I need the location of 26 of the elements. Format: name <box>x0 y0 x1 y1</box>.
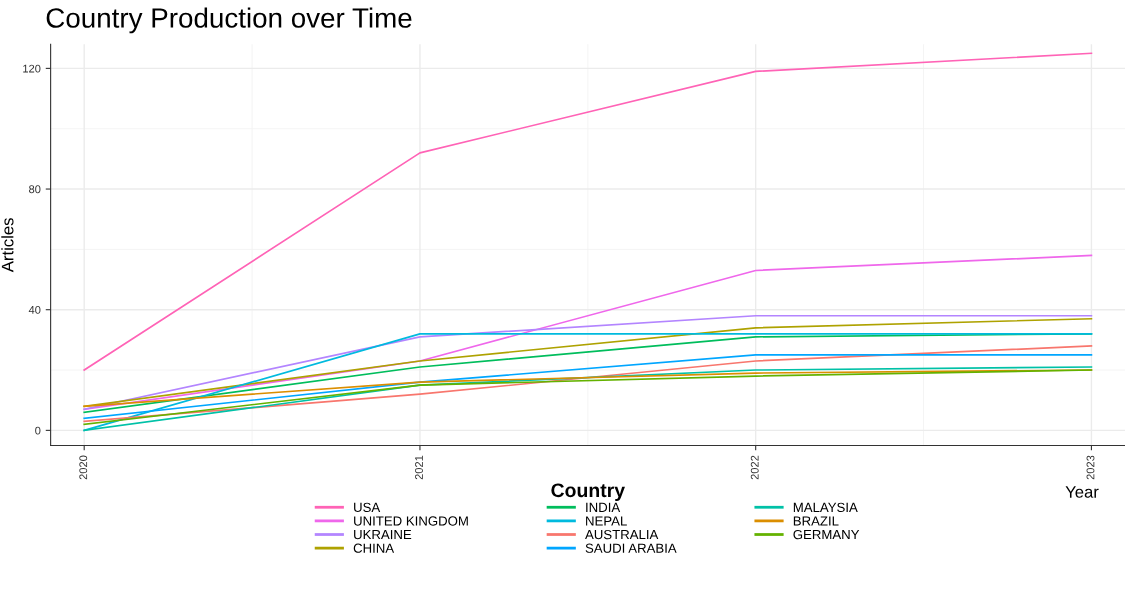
legend-title: Country <box>551 483 625 501</box>
y-axis-title: Articles <box>1 218 14 273</box>
y-tick-label: 40 <box>28 305 41 314</box>
line-series <box>83 345 1093 423</box>
legend-label: BRAZIL <box>793 516 839 526</box>
legend-label: NEPAL <box>586 516 627 526</box>
legend-label: CHINA <box>353 543 395 553</box>
line-series <box>83 52 1093 371</box>
x-axis-title: Year <box>1065 486 1099 498</box>
y-tick-label: 80 <box>29 185 41 194</box>
legend-label: MALAYSIA <box>793 502 858 513</box>
legend-label: UNITED KINGDOM <box>354 516 468 526</box>
line-series <box>83 254 1093 411</box>
x-tick-label: 2022 <box>750 455 759 480</box>
legend-label: SAUDI ARABIA <box>585 543 677 553</box>
x-tick-label: 2023 <box>1086 455 1095 480</box>
legend-label: INDIA <box>586 502 621 512</box>
legend-label: AUSTRALIA <box>585 529 659 540</box>
x-tick-label: 2020 <box>79 455 88 480</box>
chart-title: Country Production over Time <box>46 7 412 34</box>
x-tick-label: 2021 <box>415 455 423 480</box>
y-tick-label: 0 <box>35 426 41 435</box>
legend-label: UKRAINE <box>354 530 412 540</box>
legend-label: GERMANY <box>793 529 860 540</box>
y-tick-label: 120 <box>23 64 41 73</box>
legend-label: USA <box>354 502 381 513</box>
